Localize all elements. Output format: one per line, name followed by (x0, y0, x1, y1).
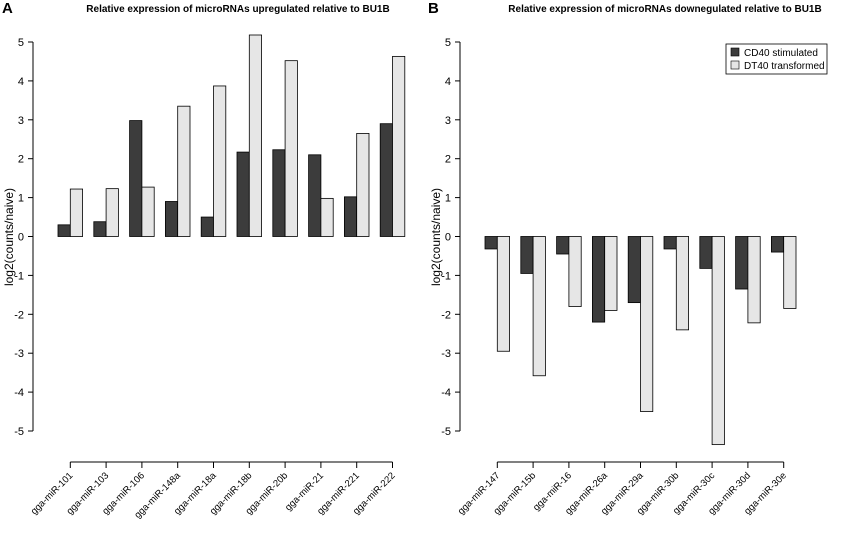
y-tick-label: 5 (18, 37, 24, 49)
legend-swatch-cd40 (730, 47, 740, 57)
y-tick-label: -5 (14, 426, 24, 438)
bar-cd40-gga-mir-106 (129, 120, 143, 237)
bar-dt40-gga-mir-148a (177, 105, 191, 237)
y-tick-label: 3 (445, 115, 451, 127)
legend-swatch-dt40 (730, 60, 740, 70)
bar-dt40-gga-mir-18b (248, 34, 263, 237)
panel-a-ylabel: log2(counts/naive) (2, 188, 16, 286)
bar-cd40-gga-mir-101 (57, 224, 71, 237)
bar-dt40-gga-mir-222 (392, 55, 406, 237)
y-tick-label: -3 (441, 348, 451, 360)
y-tick-label: 2 (445, 154, 451, 166)
y-tick-label: -2 (441, 309, 451, 321)
bar-cd40-gga-mir-18a (200, 216, 214, 237)
y-tick-label: 1 (445, 193, 451, 205)
y-tick-label: -4 (14, 387, 24, 399)
bar-cd40-gga-mir-30e (771, 236, 785, 253)
bar-cd40-gga-mir-29a (627, 236, 641, 304)
bar-cd40-gga-mir-103 (93, 221, 107, 237)
panel-b-title: Relative expression of microRNAs downegu… (508, 4, 821, 15)
y-tick-label: -2 (14, 309, 24, 321)
bar-cd40-gga-mir-30d (735, 236, 749, 290)
bar-dt40-gga-mir-106 (141, 186, 155, 237)
y-tick-label: 3 (18, 115, 24, 127)
panel-b: B Relative expression of microRNAs downe… (428, 0, 828, 517)
bar-dt40-gga-mir-147 (496, 236, 510, 352)
y-tick-label: -3 (14, 348, 24, 360)
bar-cd40-gga-mir-20b (272, 149, 286, 237)
bar-dt40-gga-mir-21 (320, 197, 334, 237)
bar-cd40-gga-mir-26a (592, 236, 606, 323)
legend-box (725, 43, 828, 75)
panel-a-letter: A (2, 0, 13, 17)
bar-dt40-gga-mir-30c (711, 236, 725, 446)
bar-cd40-gga-mir-30b (663, 236, 677, 250)
bar-cd40-gga-mir-15b (520, 236, 534, 274)
bar-cd40-gga-mir-147 (484, 236, 498, 250)
bar-dt40-gga-mir-30b (675, 236, 689, 331)
y-tick-label: 1 (18, 193, 24, 205)
panel-b-ylabel: log2(counts/naive) (429, 188, 443, 286)
bar-dt40-gga-mir-29a (640, 236, 654, 412)
bar-dt40-gga-mir-30e (783, 236, 797, 309)
y-tick-label: -5 (441, 426, 451, 438)
y-tick-label: 2 (18, 154, 24, 166)
bar-cd40-gga-mir-16 (556, 236, 570, 255)
bar-dt40-gga-mir-16 (568, 236, 582, 307)
legend-label-cd40: CD40 stimulated (744, 48, 818, 59)
bar-dt40-gga-mir-20b (284, 60, 298, 237)
panel-a: A Relative expression of microRNAs upreg… (2, 0, 406, 521)
bar-dt40-gga-mir-26a (604, 236, 618, 311)
y-tick-label: -1 (14, 270, 24, 282)
y-tick-label: 0 (445, 232, 451, 244)
bar-dt40-gga-mir-30d (747, 236, 761, 324)
legend-label-dt40: DT40 transformed (744, 61, 825, 72)
y-tick-label: 0 (18, 232, 24, 244)
panel-b-letter: B (428, 0, 439, 17)
legend: CD40 stimulated DT40 transformed (725, 43, 828, 75)
bar-cd40-gga-mir-30c (699, 236, 713, 269)
bar-cd40-gga-mir-221 (343, 196, 358, 237)
y-tick-label: -1 (441, 270, 451, 282)
bar-cd40-gga-mir-222 (379, 123, 393, 237)
y-tick-label: -4 (441, 387, 451, 399)
bar-dt40-gga-mir-101 (69, 188, 84, 237)
bar-cd40-gga-mir-148a (164, 201, 179, 237)
panel-a-title: Relative expression of microRNAs upregul… (86, 4, 389, 15)
bar-cd40-gga-mir-21 (308, 154, 322, 237)
bar-dt40-gga-mir-103 (105, 188, 119, 237)
bar-dt40-gga-mir-15b (532, 236, 546, 377)
y-tick-label: 4 (445, 76, 451, 88)
y-tick-label: 5 (445, 37, 451, 49)
y-tick-label: 4 (18, 76, 24, 88)
bar-cd40-gga-mir-18b (236, 151, 250, 237)
bar-dt40-gga-mir-221 (356, 133, 370, 237)
bar-dt40-gga-mir-18a (213, 85, 227, 237)
